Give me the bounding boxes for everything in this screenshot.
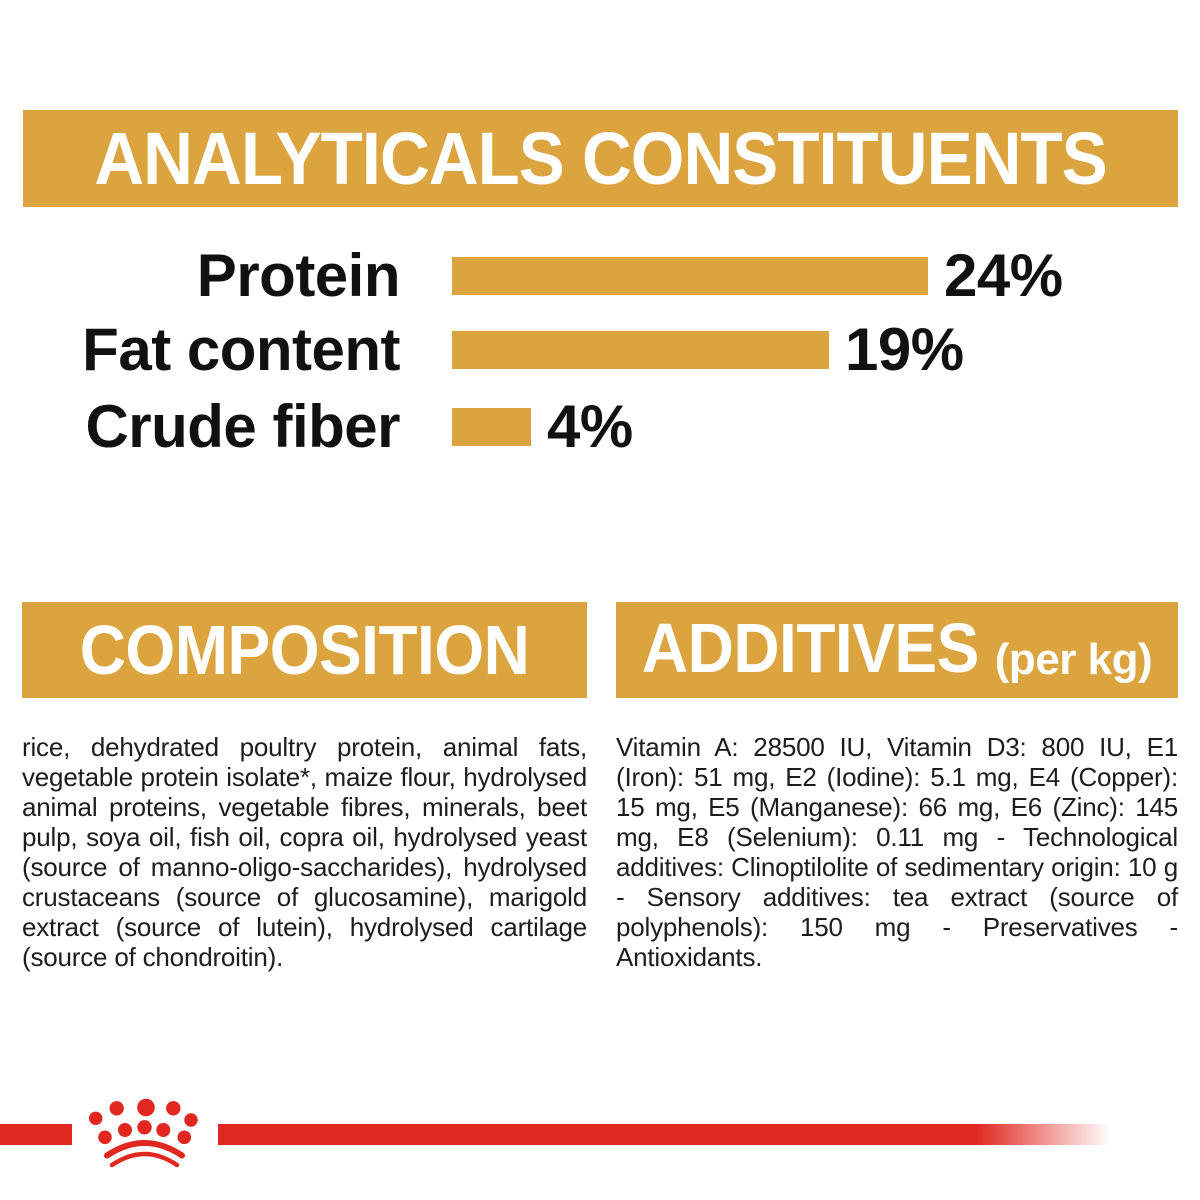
additives-banner: ADDITIVES (per kg) xyxy=(616,602,1178,698)
footer-red-line-left xyxy=(0,1124,72,1145)
chart-row-protein: Protein 24% xyxy=(0,245,1200,305)
composition-title: COMPOSITION xyxy=(79,611,530,689)
royal-canin-crown-icon xyxy=(89,1098,198,1168)
footer-red-line-right xyxy=(218,1124,1120,1145)
bar-crude-fiber xyxy=(452,407,531,446)
chart-row-crude-fiber: Crude fiber 4% xyxy=(0,396,1200,456)
composition-body: rice, dehydrated poultry protein, animal… xyxy=(22,732,587,972)
bar-label: Fat content xyxy=(82,315,400,383)
additives-title-suffix: (per kg) xyxy=(994,635,1153,684)
bar-value: 4% xyxy=(547,392,633,460)
bar-label: Crude fiber xyxy=(85,392,400,460)
bar-value: 19% xyxy=(845,315,964,383)
bar-fat-content xyxy=(452,330,829,369)
analyticals-banner: ANALYTICALS CONSTITUENTS xyxy=(23,110,1178,207)
bar-label: Protein xyxy=(196,241,401,309)
bar-protein xyxy=(452,256,928,295)
chart-row-fat-content: Fat content 19% xyxy=(0,319,1200,379)
composition-banner: COMPOSITION xyxy=(22,602,587,698)
additives-title: ADDITIVES xyxy=(641,609,979,687)
additives-body: Vitamin A: 28500 IU, Vitamin D3: 800 IU,… xyxy=(616,732,1178,972)
bar-value: 24% xyxy=(944,241,1063,309)
analyticals-title: ANALYTICALS CONSTITUENTS xyxy=(94,116,1107,201)
